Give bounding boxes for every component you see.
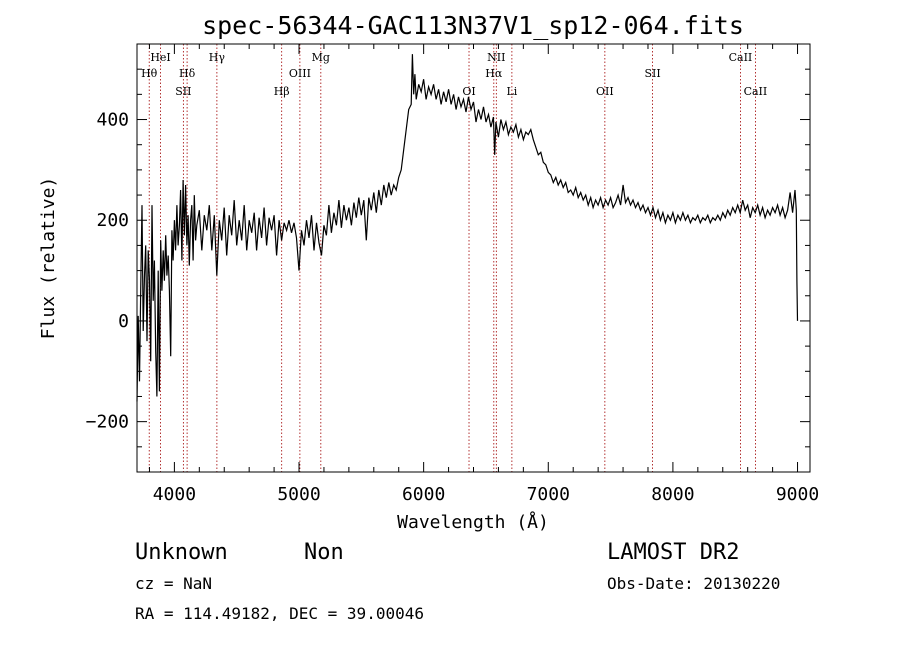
line-marker-label: Hδ — [179, 67, 196, 80]
line-marker-label: CaII — [729, 51, 753, 64]
x-tick-label: 5000 — [277, 484, 320, 505]
emission-line-markers — [148, 44, 756, 472]
line-marker-label: Hγ — [209, 51, 226, 64]
x-tick-label: 4000 — [153, 484, 196, 505]
line-marker-label: OI — [462, 85, 475, 98]
x-axis-ticks: 4000 5000 6000 7000 8000 9000 — [148, 44, 819, 505]
line-marker-label: NII — [487, 51, 505, 64]
y-tick-label: 0 — [118, 311, 129, 332]
spectrum-line — [136, 54, 799, 402]
line-marker-label: Mg — [312, 51, 330, 64]
chart-title: spec-56344-GAC113N37V1_sp12-064.fits — [202, 11, 744, 40]
y-tick-label: 200 — [96, 210, 129, 231]
line-marker-label: OIII — [289, 67, 311, 80]
coordinates-readout: RA = 114.49182, DEC = 39.00046 — [135, 604, 424, 623]
line-marker-label: Hθ — [141, 67, 158, 80]
line-marker-label: Hβ — [274, 85, 290, 98]
line-marker-label: SII — [175, 85, 191, 98]
plot-frame — [136, 43, 811, 473]
observation-date: Obs-Date: 20130220 — [607, 574, 780, 593]
line-marker-label: CaII — [744, 85, 768, 98]
y-axis-label: Flux (relative) — [38, 177, 59, 340]
line-marker-label: HeI — [150, 51, 170, 64]
x-tick-label: 6000 — [402, 484, 445, 505]
redshift-readout: cz = NaN — [135, 574, 212, 593]
y-axis-ticks: −200 0 200 400 — [86, 68, 810, 448]
line-marker-label: Li — [506, 85, 517, 98]
x-tick-label: 9000 — [776, 484, 819, 505]
x-tick-label: 7000 — [527, 484, 570, 505]
line-marker-label: SII — [644, 67, 660, 80]
line-marker-label: OII — [596, 85, 614, 98]
survey-name: LAMOST DR2 — [607, 540, 739, 565]
object-subclass: Non — [304, 540, 344, 565]
object-class: Unknown — [135, 540, 228, 565]
y-tick-label: 400 — [96, 110, 129, 131]
line-marker-label: Hα — [485, 67, 503, 80]
x-tick-label: 8000 — [651, 484, 694, 505]
x-axis-label: Wavelength (Å) — [397, 511, 549, 533]
y-tick-label: −200 — [86, 412, 129, 433]
